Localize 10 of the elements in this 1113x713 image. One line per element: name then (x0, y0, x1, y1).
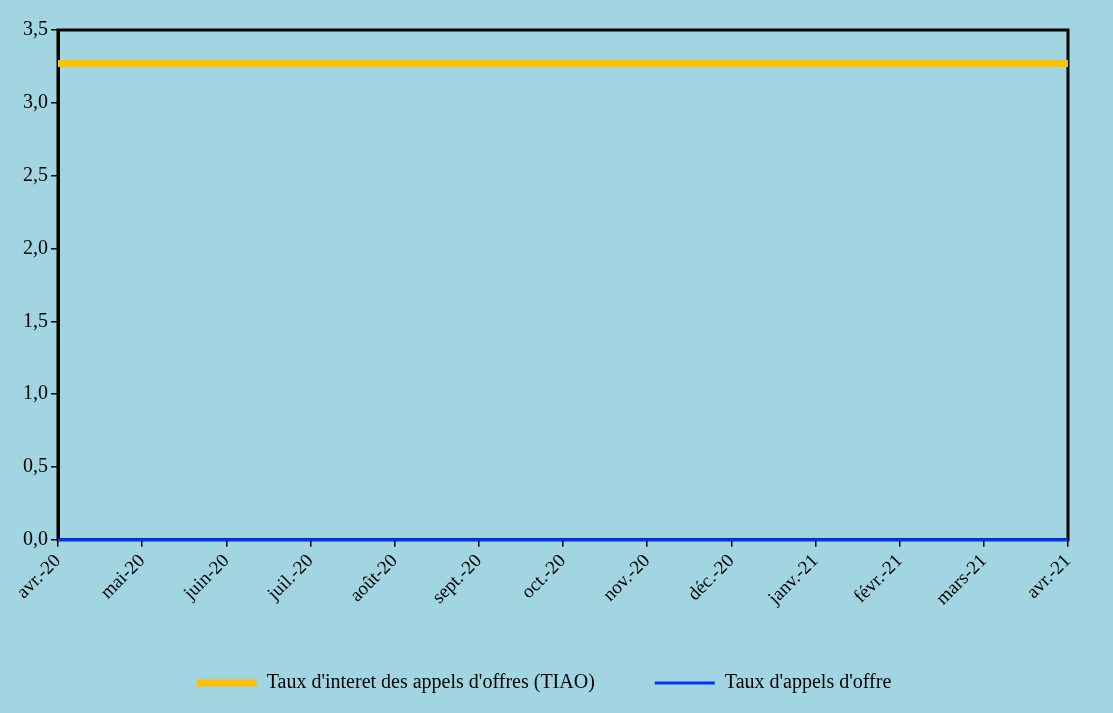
y-tick-label: 0,5 (23, 454, 48, 477)
y-tick-label: 3,5 (23, 17, 48, 40)
y-tick-label: 2,5 (23, 162, 48, 185)
y-tick-label: 1,0 (23, 381, 48, 404)
y-tick-label: 0,0 (23, 527, 48, 550)
y-tick-label: 2,0 (23, 235, 48, 258)
legend-label: Taux d'interet des appels d'offres (TIAO) (266, 670, 595, 694)
legend-label: Taux d'appels d'offre (724, 670, 892, 694)
y-tick-label: 1,5 (23, 308, 48, 331)
y-tick-label: 3,0 (23, 90, 48, 113)
